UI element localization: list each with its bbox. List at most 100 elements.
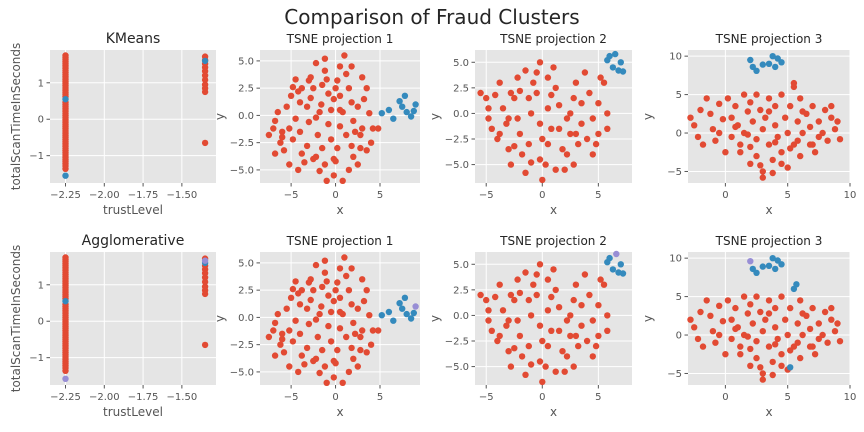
cluster-0-point [555, 327, 563, 334]
cluster-0-point [836, 136, 844, 143]
cluster-0-point [697, 106, 704, 114]
y-tick-label: 5 [676, 90, 682, 101]
cluster-0-point [757, 308, 764, 316]
cluster-0-point [265, 333, 273, 341]
y-tick-label: 0.0 [238, 111, 254, 122]
subplot-3: −5 0 5 −5.0 −2.5 0.0 2.5 5.0 TSNE projection 2 x y [428, 32, 632, 217]
plot-background [260, 252, 420, 385]
cluster-0-point [765, 343, 773, 350]
cluster-0-point [709, 328, 717, 335]
cluster-0-point [772, 102, 779, 110]
cluster-0-point [360, 297, 368, 305]
y-tick-label: −1 [29, 353, 44, 364]
cluster-0-point [357, 144, 364, 152]
cluster-0-point [319, 81, 326, 89]
cluster-0-point [318, 101, 325, 108]
cluster-0-point [323, 278, 330, 285]
cluster-0-point [548, 293, 555, 301]
cluster-0-point [507, 161, 515, 168]
cluster-0-point [728, 335, 735, 343]
cluster-1-point [612, 50, 619, 58]
cluster-0-point [759, 376, 766, 383]
x-tick-label: 10 [844, 392, 857, 403]
cluster-0-point [759, 328, 766, 335]
cluster-0-point [312, 316, 320, 323]
cluster-0-point [525, 342, 532, 350]
cluster-0-point [809, 304, 816, 312]
cluster-0-point [354, 103, 361, 110]
cluster-0-point [787, 102, 794, 110]
x-tick-label: 5 [785, 392, 791, 403]
y-tick-label: 0 [676, 331, 682, 342]
cluster-0-point [536, 261, 544, 268]
y-axis-label: y [213, 315, 227, 322]
cluster-0-point [575, 342, 582, 350]
cluster-0-point [369, 327, 377, 334]
cluster-0-point [292, 317, 299, 324]
cluster-0-point [747, 99, 754, 106]
cluster-1-point [772, 63, 779, 71]
cluster-0-point [301, 159, 308, 166]
cluster-0-point [732, 325, 739, 333]
cluster-0-point [586, 89, 593, 97]
y-tick-label: 5.0 [238, 56, 254, 67]
cluster-0-point [687, 316, 694, 323]
cluster-0-point [753, 136, 760, 143]
cluster-0-point [286, 327, 293, 334]
cluster-0-point [270, 125, 277, 132]
cluster-0-point [503, 322, 510, 329]
cluster-0-point [694, 335, 702, 343]
cluster-0-point [797, 354, 804, 362]
y-tick-label: 0.0 [238, 313, 254, 324]
cluster-0-point [539, 176, 546, 184]
cluster-0-point [327, 136, 335, 143]
cluster-0-point [307, 94, 314, 102]
cluster-0-point [737, 149, 744, 156]
cluster-0-point [815, 133, 822, 141]
subplot-title: TSNE projection 2 [499, 32, 607, 46]
cluster-0-point [310, 155, 317, 163]
cluster-0-point [539, 337, 546, 345]
cluster-0-point [597, 276, 604, 283]
cluster-0-point [366, 312, 373, 319]
cluster-0-point [774, 335, 781, 343]
cluster-0-point [265, 131, 273, 139]
cluster-0-point [589, 151, 596, 158]
cluster-0-point [525, 296, 532, 304]
x-tick-label: −2.00 [89, 190, 120, 201]
cluster-0-point [354, 363, 361, 370]
cluster-0-point [499, 105, 507, 112]
cluster-0-point [522, 67, 529, 74]
cluster-0-point [536, 358, 544, 365]
cluster-0-point [527, 312, 535, 319]
cluster-0-point [757, 364, 764, 371]
cluster-0-point [753, 338, 760, 345]
subplot-title: TSNE projection 1 [286, 32, 394, 46]
cluster-0-point [296, 128, 304, 135]
y-tick-label: 5.0 [238, 258, 254, 269]
cluster-0-point [348, 265, 355, 272]
cluster-0-point [323, 76, 330, 83]
cluster-0-point [709, 126, 717, 133]
cluster-0-point [787, 347, 794, 354]
x-tick-label: −1.75 [128, 190, 159, 201]
cluster-0-point [772, 324, 779, 331]
cluster-0-point [716, 129, 723, 137]
cluster-0-point [321, 161, 329, 168]
cluster-0-point [824, 137, 831, 144]
cluster-0-point [341, 52, 348, 59]
cluster-0-point [815, 335, 822, 343]
cluster-0-point [201, 274, 209, 281]
plot-background [475, 50, 632, 183]
cluster-0-point [334, 144, 341, 152]
x-tick-label: −2.25 [50, 392, 81, 403]
cluster-0-point [703, 297, 710, 304]
cluster-0-point [604, 327, 611, 334]
cluster-0-point [719, 318, 727, 325]
cluster-0-point [505, 115, 512, 122]
cluster-0-point [357, 333, 364, 341]
cluster-0-point [790, 79, 798, 87]
cluster-0-point [303, 103, 311, 110]
cluster-0-point [492, 91, 499, 99]
subplot-title: KMeans [106, 31, 161, 47]
